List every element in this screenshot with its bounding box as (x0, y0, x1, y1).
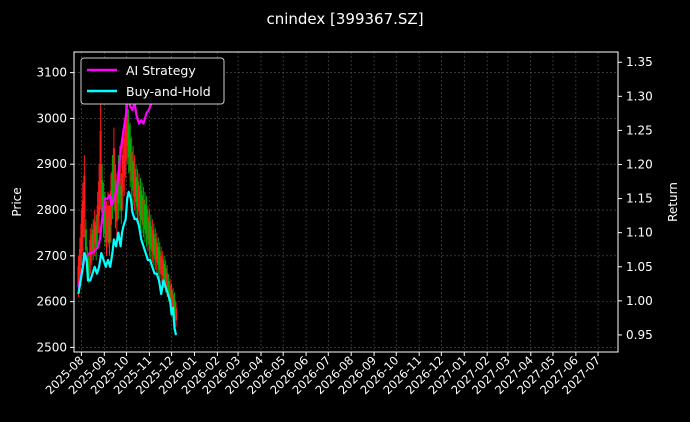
candle-body (175, 307, 177, 321)
candle-body (115, 189, 118, 222)
candle-body (139, 190, 142, 216)
candle-body (155, 242, 158, 263)
candle-body (158, 251, 161, 270)
candle-body (105, 214, 108, 243)
candle-body (84, 229, 87, 251)
candle-body (80, 223, 83, 252)
legend-label-buy-and-hold: Buy-and-Hold (126, 84, 211, 99)
y-left-tick-label: 2700 (36, 249, 67, 263)
candle-body (117, 171, 120, 204)
candle-body (154, 238, 157, 260)
candle-body (95, 226, 98, 249)
candle-body (138, 185, 141, 212)
y-right-tick-label: 0.95 (626, 328, 653, 342)
chart-title: cnindex [399367.SZ] (266, 10, 423, 28)
candle-body (123, 137, 126, 177)
candle-body (160, 255, 163, 275)
candle-body (126, 109, 129, 146)
y-left-tick-label: 2800 (36, 203, 67, 217)
plot-frame (73, 51, 619, 353)
candle-body (81, 200, 84, 238)
y-right-tick-label: 1.05 (626, 260, 653, 274)
y-axis-left-label: Price (10, 187, 24, 216)
candle-body (118, 161, 121, 194)
series-line-buy-and-hold (77, 190, 178, 336)
y-left-tick-label: 2900 (36, 157, 67, 171)
candle-body (98, 181, 101, 216)
candle-body (108, 218, 111, 244)
y-right-tick-label: 1.25 (626, 123, 653, 137)
y-right-tick-label: 1.30 (626, 89, 653, 103)
candle-body (141, 195, 143, 221)
candle-body (143, 204, 146, 230)
candle-body (112, 148, 115, 190)
candle-body (77, 266, 80, 287)
candle-body (101, 180, 104, 213)
candle-body (83, 175, 86, 217)
candle-body (90, 234, 93, 255)
y-left-tick-label: 3100 (36, 66, 67, 80)
candle-body (120, 185, 123, 212)
candle-body (145, 208, 148, 235)
y-right-tick-label: 1.35 (626, 55, 653, 69)
candle-body (173, 299, 176, 314)
y-axis-right: 0.95 1.00 1.05 1.10 1.15 1.20 1.25 1.30 1.35 (618, 55, 653, 342)
candle-body (109, 190, 112, 225)
y-axis-right-label: Return (666, 182, 680, 222)
y-axis-left: 2500 2600 2700 2800 2900 3000 3100 (36, 66, 74, 354)
candle-body (130, 151, 133, 182)
candle-body (129, 139, 132, 172)
candle-body (148, 221, 151, 245)
candle-body (167, 281, 170, 295)
candle-body (142, 199, 145, 225)
candle-body (92, 229, 95, 251)
legend-label-ai-strategy: AI Strategy (126, 63, 196, 78)
candle-body (124, 122, 127, 160)
candle-body (172, 294, 175, 309)
candle-body (89, 239, 92, 263)
candle-body (152, 234, 155, 255)
y-left-tick-label: 2600 (36, 295, 67, 309)
candle-body (111, 171, 114, 204)
candle-body (146, 216, 149, 240)
candle-body (170, 290, 173, 304)
legend: AI Strategy Buy-and-Hold (80, 57, 225, 105)
candle-body (99, 131, 102, 184)
candle-body (161, 259, 164, 276)
candle-body (163, 263, 166, 280)
y-right-tick-label: 1.20 (626, 158, 653, 172)
candle-body (166, 272, 169, 290)
candle-body (169, 285, 172, 300)
candle-body (133, 168, 136, 197)
candle-body (136, 181, 139, 207)
y-right-tick-label: 1.10 (626, 226, 653, 240)
candle-body (93, 221, 96, 245)
candle-body (151, 230, 154, 252)
candle-body (157, 246, 160, 265)
candle-body (78, 248, 81, 272)
candle-body (135, 176, 138, 202)
candle-body (127, 125, 130, 158)
y-left-tick-label: 2500 (36, 340, 67, 354)
candle-body (104, 205, 107, 233)
candle-body (132, 160, 135, 191)
y-right-tick-label: 1.15 (626, 192, 653, 206)
y-right-tick-label: 1.00 (626, 294, 653, 308)
y-left-tick-label: 3000 (36, 111, 67, 125)
candle-body (96, 205, 99, 233)
candle-body (107, 205, 109, 233)
candle-body (121, 155, 124, 192)
candle-body (164, 268, 167, 285)
candle-body (149, 226, 152, 249)
candle-body (87, 262, 90, 277)
